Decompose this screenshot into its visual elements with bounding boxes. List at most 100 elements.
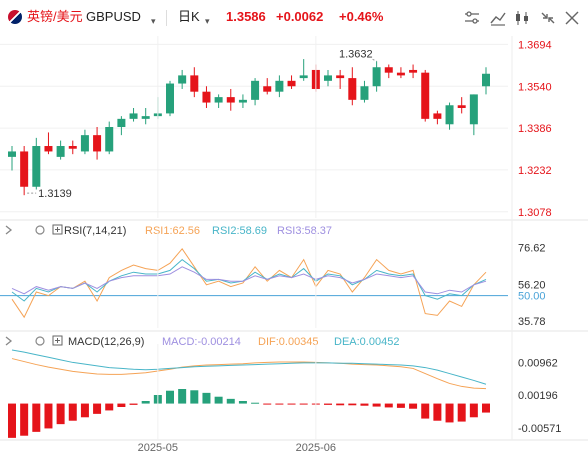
macd-histogram-bar	[445, 403, 454, 423]
macd-histogram-bar	[324, 403, 332, 405]
candle-body	[56, 146, 65, 157]
macd-histogram-bar	[469, 403, 478, 418]
macd-histogram-bar	[396, 403, 405, 408]
macd-dif-line	[11, 358, 487, 390]
settings-icon[interactable]	[462, 9, 482, 27]
price-change-pct: +0.46%	[339, 9, 384, 24]
macd-histogram-bar	[80, 403, 89, 418]
candle-body	[384, 67, 393, 73]
indicator-settings-icon	[35, 336, 45, 346]
macd-histogram-bar	[421, 403, 430, 419]
macd-histogram-bar	[56, 403, 65, 425]
macd-histogram-bar	[299, 403, 308, 405]
header-divider	[166, 10, 167, 26]
candle-body	[44, 146, 53, 152]
interval-selector[interactable]: 日K	[178, 9, 200, 24]
rsi-axis-tick: 50.00	[518, 291, 546, 303]
macd-histogram-bar	[166, 390, 174, 404]
candle-body	[226, 97, 235, 103]
price-axis-tick: 1.3232	[518, 165, 552, 177]
candle-body	[482, 73, 490, 87]
candle-body	[469, 94, 478, 125]
macd-histogram-bar	[263, 403, 272, 405]
collapse-indicator-icon	[5, 336, 13, 346]
macd-histogram-bar	[190, 390, 199, 404]
macd-histogram-bar	[32, 403, 41, 432]
rsi-legend-2: RSI2:58.69	[212, 225, 267, 237]
candle-body	[287, 80, 296, 87]
macd-histogram-bar	[44, 403, 53, 429]
collapse-icon[interactable]	[538, 9, 558, 27]
price-axis-tick: 1.3540	[518, 81, 552, 93]
macd-axis-tick: 0.00196	[518, 390, 558, 402]
macd-histogram-bar	[141, 401, 150, 404]
annotation-leader	[372, 58, 377, 62]
price-change: +0.0062	[276, 9, 324, 24]
candle-body	[263, 86, 272, 92]
macd-histogram-bar	[8, 403, 16, 438]
chevron-down-icon[interactable]: ▾	[205, 16, 210, 26]
candle-body	[68, 146, 77, 149]
candle-body	[80, 135, 89, 152]
macd-histogram-bar	[129, 403, 138, 405]
close-icon[interactable]	[562, 9, 582, 27]
price-axis-tick: 1.3386	[518, 123, 552, 135]
candle-body	[8, 151, 16, 157]
indicator-icon[interactable]	[512, 9, 532, 27]
rsi-axis-tick: 56.20	[518, 279, 546, 291]
macd-histogram-bar	[372, 403, 381, 407]
macd-legend-1: MACD:-0.00214	[162, 336, 241, 348]
macd-histogram-bar	[117, 403, 126, 407]
macd-legend-3: DEA:0.00452	[334, 336, 399, 348]
indicator-settings-icon	[35, 225, 45, 235]
price-axis-tick: 1.3694	[518, 39, 552, 51]
candle-body	[129, 113, 138, 119]
candle-body	[336, 75, 345, 79]
candle-body	[93, 135, 102, 152]
pair-name-cn: 英镑/美元	[27, 9, 83, 24]
macd-axis-tick: 0.00962	[518, 357, 558, 369]
macd-histogram-bar	[93, 403, 102, 414]
uk-flag-icon	[8, 10, 22, 24]
candle-body	[372, 67, 381, 87]
chart-header: 英镑/美元 GBPUSD ▾ 日K ▾ 1.3586 +0.0062 +0.46…	[0, 0, 588, 36]
indicator-menu-icon	[52, 335, 63, 346]
candle-body	[178, 75, 187, 84]
macd-histogram-bar	[287, 403, 296, 405]
symbol-selector[interactable]: GBPUSD	[86, 9, 141, 24]
chart-type-icon[interactable]	[488, 9, 508, 27]
macd-histogram-bar	[348, 403, 357, 406]
macd-legend-2: DIF:0.00345	[258, 336, 319, 348]
candle-body	[457, 105, 466, 108]
high-annotation: 1.3632	[339, 48, 373, 60]
last-price: 1.3586	[226, 9, 266, 24]
candle-body	[433, 113, 442, 119]
macd-histogram-bar	[202, 392, 211, 404]
candle-body	[324, 75, 332, 81]
candle-body	[214, 97, 223, 103]
candle-body	[275, 80, 284, 92]
macd-histogram-bar	[68, 403, 77, 421]
macd-axis-tick: -0.00571	[518, 423, 561, 435]
macd-histogram-bar	[226, 398, 235, 404]
candle-body	[20, 151, 29, 187]
rsi-series-2	[11, 258, 487, 302]
candle-body	[166, 83, 174, 114]
rsi-axis-tick: 35.78	[518, 316, 546, 328]
rsi-series-3	[11, 266, 487, 295]
candle-body	[445, 105, 454, 125]
candle-body	[396, 72, 405, 76]
chevron-down-icon[interactable]: ▾	[151, 16, 156, 26]
macd-histogram-bar	[275, 403, 284, 405]
macd-histogram-bar	[251, 402, 260, 404]
macd-histogram-bar	[20, 403, 29, 436]
candle-body	[141, 116, 150, 119]
rsi-axis-tick: 76.62	[518, 243, 546, 255]
macd-title: MACD(12,26,9)	[68, 336, 144, 348]
candle-body	[348, 78, 357, 100]
candle-body	[202, 91, 211, 103]
macd-histogram-bar	[457, 403, 466, 422]
rsi-legend-3: RSI3:58.37	[277, 225, 332, 237]
